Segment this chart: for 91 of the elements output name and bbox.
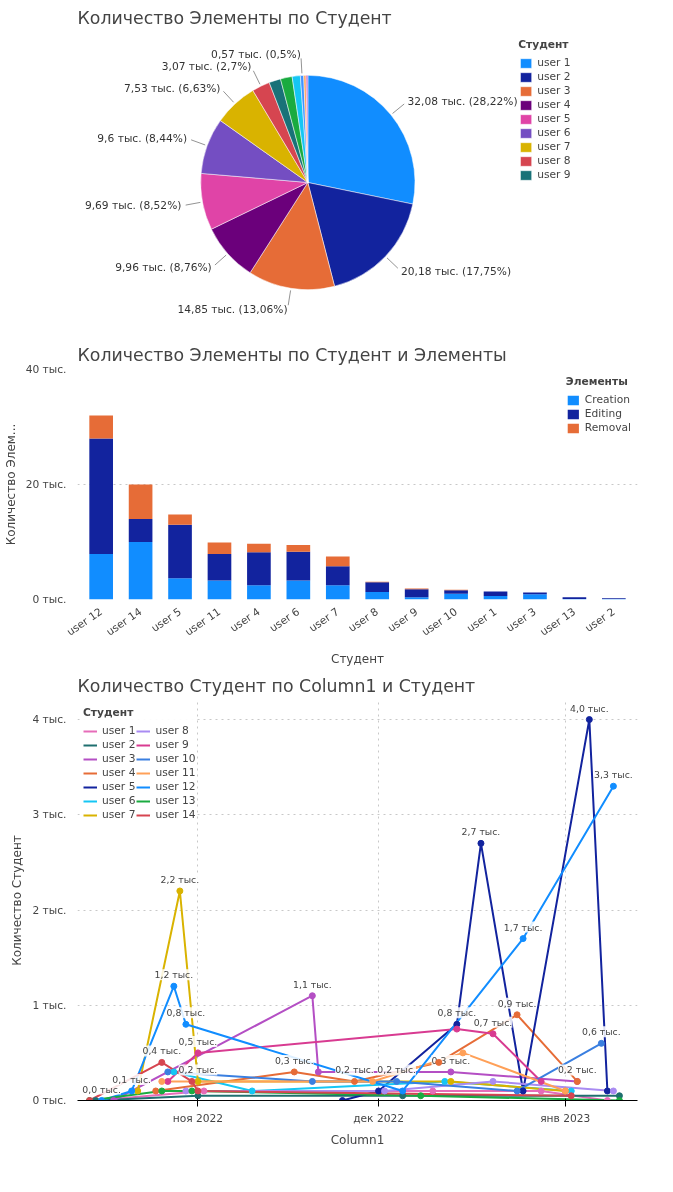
legend-label: user 12 [155,780,196,793]
data-label: 9,69 тыс. (8,52%) [84,199,182,213]
chart-title: Количество Студент по Column1 и Студент [77,675,476,696]
x-tick-label: user 8 [345,605,382,635]
legend-title: Студент [83,706,135,719]
legend-label: user 6 [102,794,136,807]
x-tick-label: user 1 [464,605,500,635]
legend-label: user 8 [155,724,189,737]
legend-label: user 10 [155,752,196,765]
x-tick-label: user 11 [182,605,224,639]
data-label: 4,0 тыс. [569,702,609,714]
data-label: 9,96 тыс. (8,76%) [115,261,212,275]
x-tick-label: user 2 [582,605,618,635]
x-axis-title: Студент [331,651,385,666]
legend-label: user 3 [537,84,571,97]
x-tick-label: user 5 [148,605,184,635]
legend-label: user 3 [102,752,136,765]
x-tick-label: user 7 [306,605,342,635]
legend-label: user 8 [537,154,571,167]
legend-label: user 5 [102,780,136,793]
legend-label: user 11 [155,766,196,779]
legend-label: user 1 [537,56,571,69]
data-label: 0,8 тыс. [166,1007,206,1019]
data-label: 0,3 тыс. [274,1054,314,1066]
data-label: 0,2 тыс. [557,1064,597,1076]
x-tick-label: user 12 [64,605,105,639]
x-tick-label: ноя 2022 [172,1111,224,1125]
data-label: 0,57 тыс. (0,5%) [211,47,301,61]
legend-label: user 9 [537,168,571,181]
y-tick-label: 4 тыс. [32,713,67,727]
x-tick-label: user 4 [227,605,263,635]
legend-label: user 2 [537,70,571,83]
legend-label: Removal [584,421,631,434]
chart-title: Количество Элементы по Студент и Элементы [77,344,507,365]
data-label: 32,08 тыс. (28,22%) [407,94,518,108]
x-axis-title: Column1 [330,1132,385,1147]
x-tick-label: user 14 [103,605,145,639]
legend-label: user 7 [537,140,571,153]
data-label: 1,2 тыс. [154,969,194,981]
chart-title: Количество Элементы по Студент [77,7,392,28]
y-tick-label: 1 тыс. [32,998,67,1012]
legend-label: user 6 [537,126,571,139]
legend-label: user 4 [537,98,571,111]
x-tick-label: user 3 [503,605,539,635]
y-axis-title: Количество Элем... [3,423,18,546]
data-label: 20,18 тыс. (17,75%) [400,264,512,278]
x-tick-label: user 6 [267,605,303,635]
data-label: 3,3 тыс. [594,769,633,781]
x-tick-label: янв 2023 [540,1111,591,1125]
legend-title: Элементы [565,375,629,388]
data-label: 7,53 тыс. (6,63%) [123,81,221,95]
data-label: 2,7 тыс. [461,826,501,838]
legend-label: user 9 [155,738,189,751]
legend-label: user 7 [102,808,136,821]
data-label: 0,0 тыс. [82,1083,121,1095]
x-tick-label: user 10 [419,605,460,639]
legend-label: user 1 [102,724,136,737]
legend-label: user 13 [155,794,196,807]
legend-label: user 2 [102,738,136,751]
data-label: 0,2 тыс. [178,1064,218,1076]
y-tick-label: 3 тыс. [32,808,67,822]
y-tick-label: 0 тыс. [32,1094,67,1107]
data-label: 14,85 тыс. (13,06%) [177,302,288,316]
data-label: 2,2 тыс. [160,873,200,885]
data-label: 0,9 тыс. [497,997,537,1009]
legend-label: Editing [584,407,622,420]
legend-label: user 4 [102,766,136,779]
data-label: 0,2 тыс. [377,1064,416,1076]
data-label: 3,07 тыс. (2,7%) [161,60,252,74]
data-label: 0,4 тыс. [142,1045,182,1057]
data-label: 0,1 тыс. [112,1073,152,1085]
data-label: 1,1 тыс. [292,978,332,990]
y-tick-label: 40 тыс. [25,363,67,376]
data-label: 0,8 тыс. [437,1007,477,1019]
data-label: 0,5 тыс. [178,1035,218,1047]
legend-label: user 5 [537,112,571,125]
data-label: 0,6 тыс. [582,1026,621,1038]
legend-title: Студент [518,38,570,51]
legend-label: user 14 [155,808,196,821]
y-tick-label: 20 тыс. [25,478,67,491]
y-tick-label: 0 тыс. [32,593,67,606]
data-label: 9,6 тыс. (8,44%) [97,131,188,145]
y-tick-label: 2 тыс. [32,903,67,917]
y-axis-title: Количество Студент [10,835,25,966]
x-tick-label: дек 2022 [353,1111,405,1125]
legend-label: Creation [584,393,630,406]
data-label: 0,7 тыс. [473,1016,513,1028]
data-label: 0,2 тыс. [335,1064,374,1076]
x-tick-label: user 13 [537,605,579,639]
data-label: 1,7 тыс. [503,921,543,933]
x-tick-label: user 9 [385,605,421,635]
